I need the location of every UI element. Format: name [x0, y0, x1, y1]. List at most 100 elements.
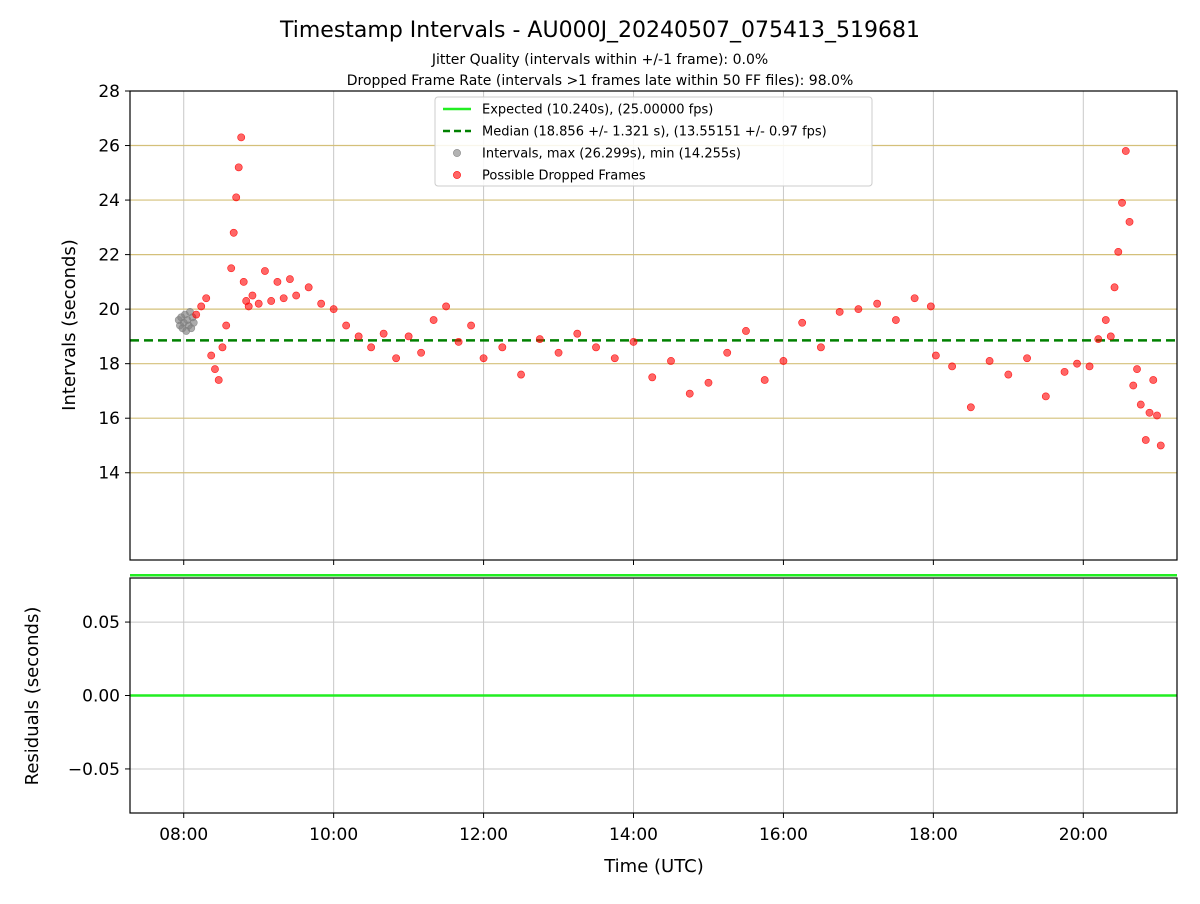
dropped-frame-point [404, 332, 413, 341]
top-y-tick-label: 24 [98, 191, 120, 211]
dropped-frame-point [479, 354, 488, 363]
top-y-tick-label: 14 [98, 464, 120, 484]
dropped-frame-point [279, 294, 288, 303]
x-tick-label: 18:00 [909, 825, 958, 845]
dropped-frame-point [248, 291, 257, 300]
dropped-frame-point [1060, 367, 1069, 376]
dropped-frame-point [454, 337, 463, 346]
dropped-frame-point [211, 365, 219, 374]
dropped-frame-point [429, 316, 438, 324]
x-axis-label: Time (UTC) [603, 856, 704, 877]
dropped-frame-point [1145, 408, 1154, 417]
dropped-frame-point [234, 163, 243, 172]
dropped-frame-point [498, 343, 507, 352]
dropped-frame-point [1073, 359, 1081, 368]
dropped-frame-point [1023, 354, 1031, 363]
dropped-frame-point [214, 376, 223, 384]
bottom-y-tick-label: 0.00 [82, 687, 120, 707]
figure-title: Timestamp Intervals - AU000J_20240507_07… [279, 18, 920, 43]
x-tick-label: 10:00 [309, 825, 358, 845]
dropped-frame-point [286, 275, 294, 284]
dropped-frame-point [554, 348, 563, 357]
dropped-frame-point [931, 351, 940, 360]
dropped-frame-point [392, 354, 401, 363]
dropped-frame-point [760, 376, 769, 384]
dropped-frame-point [704, 378, 713, 387]
top-y-tick-label: 28 [98, 82, 120, 102]
dropped-frame-point [1133, 365, 1141, 374]
dropped-frame-point [379, 329, 388, 338]
dropped-frame-point [1125, 217, 1134, 226]
x-tick-label: 16:00 [759, 825, 808, 845]
dropped-frame-point [1149, 376, 1158, 384]
dropped-frame-point [237, 133, 246, 142]
dropped-frame-point [966, 403, 975, 412]
legend-marker-swatch [453, 171, 461, 179]
dropped-frame-point [292, 291, 301, 300]
top-x-ticks [183, 560, 1084, 565]
top-y-ticks: 14 16 18 20 22 24 26 28 [98, 82, 130, 484]
top-plot: 14 16 18 20 22 24 26 28 Intervals (seconds) Exp… [59, 82, 1178, 577]
dropped-frame-point [667, 357, 675, 365]
dropped-frame-point [1106, 332, 1115, 341]
top-y-tick-label: 26 [98, 137, 120, 157]
dropped-frame-point [1136, 400, 1145, 409]
legend: Expected (10.240s), (25.00000 fps) Median… [434, 96, 873, 187]
dropped-frame-point [648, 373, 657, 382]
dropped-frame-point [610, 354, 619, 363]
dropped-frame-point [354, 332, 363, 341]
dropped-frame-point [1129, 381, 1138, 390]
dropped-frame-point [1101, 316, 1110, 324]
subtitle-jitter: Jitter Quality (intervals within +/-1 fr… [431, 52, 768, 68]
x-tick-label: 14:00 [609, 825, 658, 845]
dropped-frame-point [207, 351, 216, 360]
dropped-frame-point [1110, 283, 1119, 292]
dropped-frame-point [229, 228, 238, 237]
dropped-frame-point [779, 357, 788, 365]
x-tick-label: 20:00 [1059, 825, 1108, 845]
bottom-y-axis-label: Residuals (seconds) [22, 607, 43, 786]
subtitle-dropped: Dropped Frame Rate (intervals >1 frames … [347, 73, 854, 89]
dropped-frame-point [304, 283, 313, 292]
dropped-frame-point [261, 267, 269, 275]
dropped-frame-point [573, 329, 582, 338]
dropped-frame-point [1118, 198, 1126, 207]
dropped-frame-point [1085, 362, 1094, 371]
dropped-frame-point [629, 337, 638, 346]
top-reference-lines [130, 339, 1177, 577]
dropped-frame-point [239, 277, 248, 286]
top-axes-frame [129, 90, 1178, 561]
dropped-frame-point [723, 348, 732, 357]
dropped-frame-point [926, 302, 935, 311]
dropped-frame-point [835, 307, 844, 316]
interval-point [189, 318, 198, 327]
dropped-frame-point [197, 302, 206, 311]
x-tick-label: 08:00 [159, 825, 208, 845]
top-y-tick-label: 22 [98, 246, 120, 266]
dropped-frame-point [1121, 147, 1130, 155]
dropped-frame-point [891, 316, 900, 324]
dropped-frame-point [1041, 392, 1050, 401]
top-y-tick-label: 18 [98, 355, 120, 375]
dropped-frame-point [317, 299, 326, 308]
dropped-frame-point [817, 343, 825, 352]
dropped-frame-point [273, 277, 282, 286]
dropped-frame-point [254, 299, 263, 308]
legend-box [434, 96, 873, 187]
dropped-frame-point [467, 321, 475, 330]
dropped-frame-point [442, 302, 450, 311]
dropped-frame-point [535, 335, 544, 344]
dropped-frame-point [742, 327, 750, 335]
dropped-frame-point [192, 310, 201, 319]
dropped-frame-point [1114, 247, 1123, 256]
bottom-y-tick-label: −0.05 [68, 760, 120, 780]
dropped-frame-point [227, 264, 236, 273]
dropped-frame-point [685, 389, 694, 398]
dropped-frame-point [854, 305, 863, 314]
top-y-tick-label: 16 [98, 409, 120, 429]
dropped-frame-point [798, 318, 807, 327]
dropped-frame-point [417, 348, 426, 357]
dropped-frame-point [222, 321, 231, 330]
dropped-frame-point [342, 321, 351, 330]
